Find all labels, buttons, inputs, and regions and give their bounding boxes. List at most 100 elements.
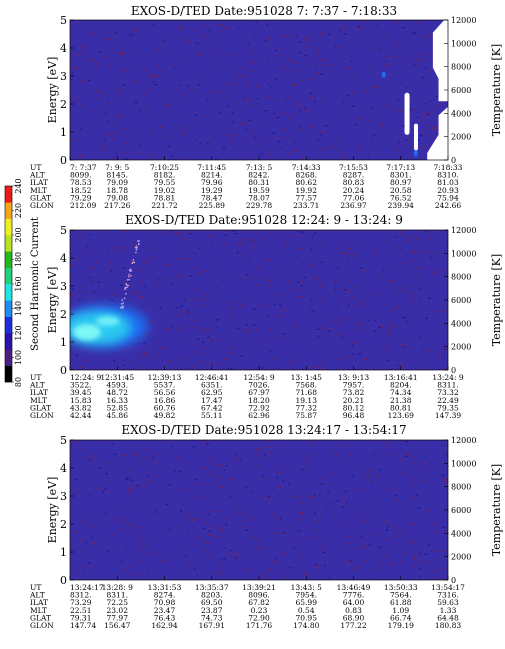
speckle [264, 577, 267, 579]
speckle [345, 504, 348, 506]
speckle [371, 460, 373, 462]
speckle [420, 58, 423, 60]
speckle [267, 96, 271, 98]
speckle [297, 530, 301, 532]
speckle [310, 507, 312, 509]
y-tick-label: 5 [60, 224, 67, 237]
speckle [304, 109, 307, 111]
speckle [234, 459, 235, 461]
speckle [119, 93, 122, 95]
speckle [74, 258, 77, 260]
y-tick-label: 0 [60, 574, 67, 587]
speckle [179, 20, 181, 22]
speckle [421, 76, 425, 79]
speckle [320, 483, 324, 485]
orbit-cell: 13:35:37 [195, 583, 229, 592]
speckle [255, 231, 258, 233]
speckle [318, 53, 320, 55]
speckle [121, 471, 123, 473]
speckle [204, 294, 208, 296]
orbit-cell: 78.53 [70, 178, 92, 187]
orbit-cell: 147.74 [70, 621, 96, 630]
speckle [441, 444, 443, 446]
speckle [210, 284, 213, 286]
speckle [307, 109, 309, 111]
speckle [341, 506, 344, 508]
speckle [117, 116, 121, 118]
orbit-cell: 19.13 [296, 396, 318, 405]
speckle [202, 440, 206, 443]
speckle [301, 295, 303, 298]
speckle [293, 84, 297, 86]
speckle [142, 561, 144, 563]
speckle [168, 484, 171, 486]
speckle [386, 105, 390, 107]
speckle [192, 297, 194, 299]
speckle [110, 124, 114, 126]
orbit-cell: 239.94 [388, 201, 414, 210]
speckle [97, 487, 101, 489]
speckle [310, 264, 314, 266]
speckle [414, 251, 417, 254]
speckle [344, 561, 348, 563]
speckle [318, 100, 322, 102]
y-right-tick-label: 12000 [451, 226, 476, 235]
speckle [265, 286, 267, 288]
speckle [382, 270, 385, 272]
speckle [273, 323, 275, 326]
orbit-cell: 78.07 [248, 193, 270, 202]
speckle [124, 142, 127, 144]
speckle [85, 245, 89, 247]
speckle [299, 52, 302, 54]
speckle [232, 54, 236, 56]
speckle [130, 556, 133, 558]
speckle [289, 289, 292, 291]
speckle [377, 547, 381, 549]
speckle [298, 355, 301, 357]
speckle [147, 449, 150, 451]
speckle [120, 53, 124, 55]
speckle [385, 525, 389, 528]
speckle [222, 90, 225, 92]
y-right-tick-label: 2000 [451, 133, 471, 142]
speckle [355, 507, 358, 509]
speckle [348, 455, 351, 457]
speckle [300, 50, 303, 52]
speckle [249, 247, 253, 249]
speckle [432, 547, 435, 550]
speckle [393, 236, 396, 238]
speckle [359, 243, 362, 245]
speckle [90, 281, 92, 283]
speckle [209, 103, 213, 105]
speckle [261, 367, 264, 369]
speckle [203, 347, 206, 349]
speckle [326, 146, 328, 148]
speckle [124, 231, 127, 233]
orbit-cell: 13: 1:45 [291, 373, 323, 382]
speckle [354, 255, 356, 258]
speckle [77, 131, 79, 133]
speckle [405, 528, 407, 530]
speckle [432, 127, 436, 129]
speckle [106, 65, 110, 67]
speckle [278, 486, 282, 488]
speckle [317, 336, 320, 338]
speckle [354, 517, 356, 519]
orbit-cell: 80.83 [343, 178, 365, 187]
orbit-cell: 180.83 [435, 621, 461, 630]
speckle [302, 537, 306, 539]
speckle [252, 307, 254, 310]
speckle [353, 568, 357, 570]
speckle [285, 241, 288, 243]
speckle [99, 53, 102, 55]
speckle [200, 362, 204, 364]
speckle [289, 526, 292, 529]
speckle [374, 87, 378, 89]
speckle [207, 440, 210, 442]
speckle [397, 42, 399, 45]
speckle [434, 530, 438, 532]
speckle [312, 72, 314, 74]
speckle [274, 559, 277, 561]
tail-dot [128, 275, 130, 278]
